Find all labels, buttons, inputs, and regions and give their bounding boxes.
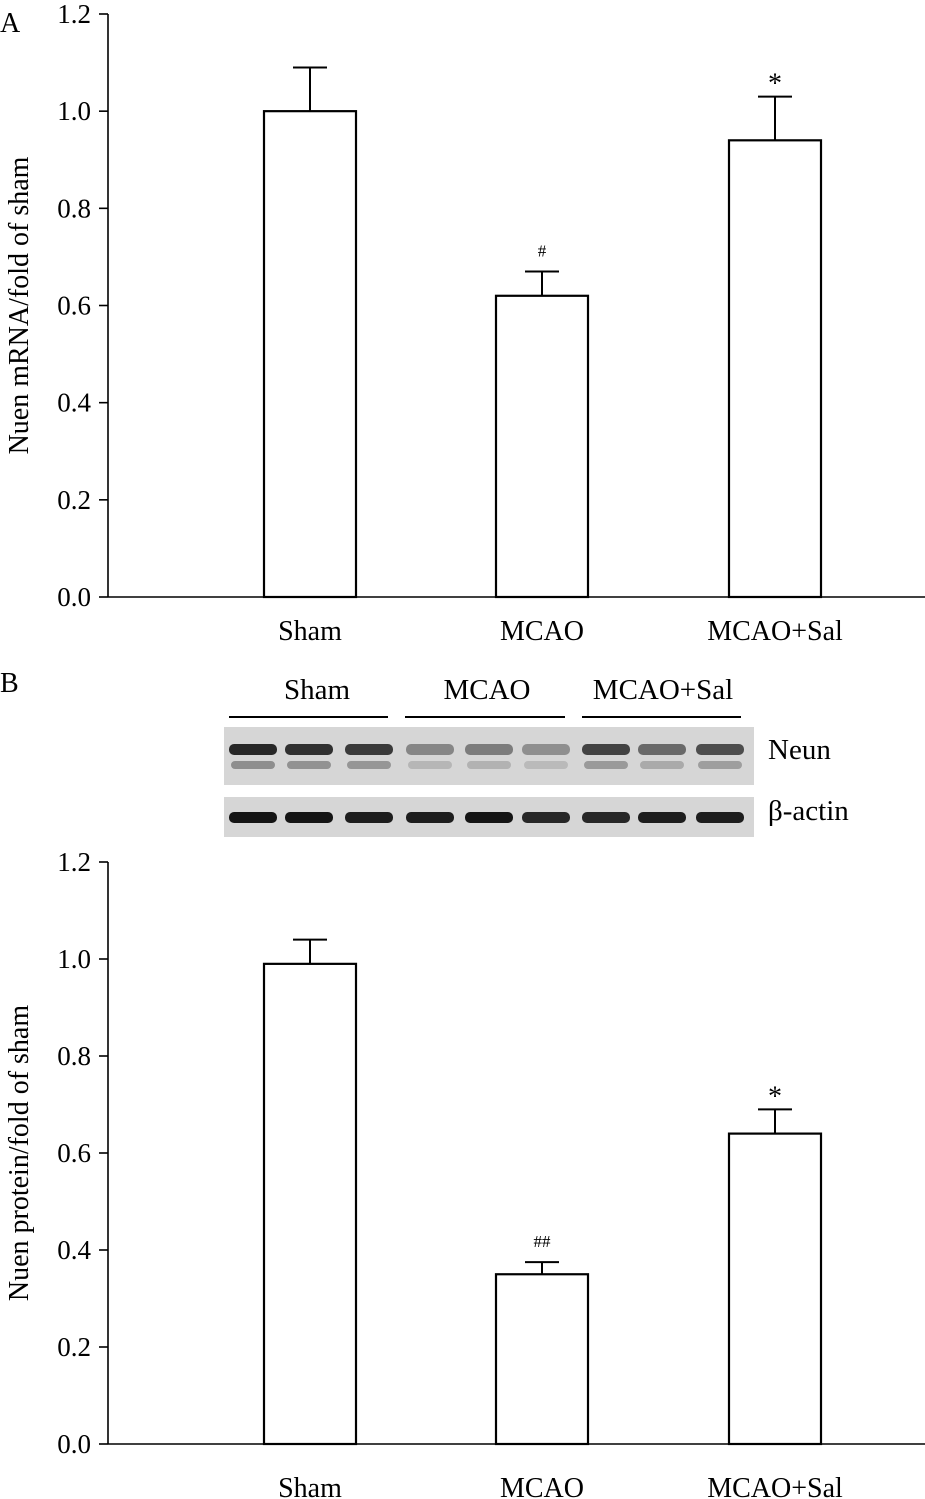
panel-a-bar [494, 294, 590, 599]
panel-b-y-tick-label: 0.4 [57, 1235, 91, 1265]
blot-membrane [224, 727, 754, 785]
blot-band [638, 812, 686, 823]
blot-row-label: Neun [768, 734, 831, 766]
panel-b-bar [262, 962, 358, 1446]
blot-band [229, 744, 277, 755]
panel-a-bar [262, 110, 358, 599]
panel-a-y-tick-label: 0.4 [57, 388, 91, 418]
panel-b-category-label: MCAO [500, 1473, 584, 1499]
panel-a-significance-mark: * [768, 69, 782, 100]
panel-b-y-tick-label: 0.2 [57, 1332, 91, 1362]
panel-a-y-tick-label: 1.2 [57, 0, 91, 29]
panel-b-y-tick-label: 1.2 [57, 847, 91, 877]
blot-band [638, 744, 686, 755]
blot-group-label: Sham [284, 674, 351, 706]
panel-b-y-tick-label: 0.6 [57, 1138, 91, 1168]
blot-band [696, 744, 744, 755]
panel-b-chart: 0.0 0.2 0.4 0.6 0.8 1.0 1.2 Nuen protein/fold o… [4, 847, 925, 1499]
panel-a-y-axis-label: Nuen mRNA/fold of sham [4, 156, 35, 454]
blot-band-secondary [347, 761, 391, 769]
panel-b-letter: B [0, 668, 19, 699]
blot-band-secondary [287, 761, 331, 769]
panel-a-category-label: MCAO+Sal [707, 616, 843, 647]
blot-band-secondary [640, 761, 684, 769]
panel-a-bar [727, 139, 823, 599]
panel-a-y-tick-label: 0.2 [57, 485, 91, 515]
blot-band [285, 744, 333, 755]
panel-a-chart: 0.0 0.2 0.4 0.6 0.8 1.0 1.2 Nuen mRNA/fold of s… [4, 0, 925, 647]
panel-b-y-tick-label: 1.0 [57, 944, 91, 974]
blot-band [345, 812, 393, 823]
panel-b-y-tick-label: 0.0 [57, 1429, 91, 1459]
panel-b-category-label: MCAO+Sal [707, 1473, 843, 1499]
blot-band-secondary [698, 761, 742, 769]
panel-b-significance-mark: ## [534, 1232, 552, 1251]
panel-a-letter: A [0, 8, 21, 39]
blot-band [229, 812, 277, 823]
panel-b-y-axis-label: Nuen protein/fold of sham [4, 1005, 35, 1301]
panel-b-category-label: Sham [278, 1473, 342, 1499]
panel-a-y-tick-label: 1.0 [57, 96, 91, 126]
blot-band-secondary [467, 761, 511, 769]
blot-band-secondary [408, 761, 452, 769]
blot-band [522, 812, 570, 823]
western-blot: Sham MCAO MCAO+Sal Neun β-actin [224, 674, 849, 837]
blot-band [522, 744, 570, 755]
blot-band [285, 812, 333, 823]
blot-group-label: MCAO+Sal [593, 674, 733, 706]
blot-band [465, 744, 513, 755]
panel-b-y-tick-label: 0.8 [57, 1041, 91, 1071]
panel-b-bar [727, 1132, 823, 1446]
panel-a-category-label: Sham [278, 616, 342, 647]
blot-band [582, 744, 630, 755]
panel-a-category-label: MCAO [500, 616, 584, 647]
blot-band [345, 744, 393, 755]
panel-a-y-tick-label: 0.8 [57, 193, 91, 223]
panel-a-y-tick-label: 0.0 [57, 582, 91, 612]
blot-band-secondary [524, 761, 568, 769]
panel-b-significance-mark: * [768, 1081, 782, 1112]
blot-band [406, 744, 454, 755]
blot-band [465, 812, 513, 823]
blot-band [406, 812, 454, 823]
blot-group-label: MCAO [443, 674, 530, 706]
panel-a-y-tick-label: 0.6 [57, 291, 91, 321]
blot-band [696, 812, 744, 823]
panel-a-significance-mark: # [538, 241, 547, 260]
blot-band-secondary [231, 761, 275, 769]
blot-band [582, 812, 630, 823]
blot-band-secondary [584, 761, 628, 769]
panel-b-bar [494, 1273, 590, 1446]
blot-row-label: β-actin [768, 795, 849, 827]
